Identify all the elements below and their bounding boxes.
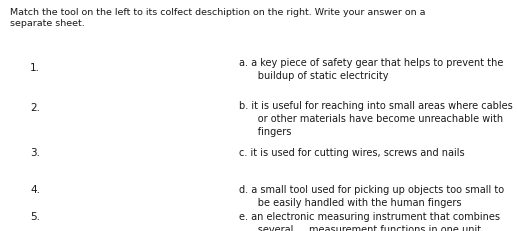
Text: 5.: 5.: [30, 212, 40, 222]
Text: 1.: 1.: [30, 63, 40, 73]
Text: 3.: 3.: [30, 148, 40, 158]
Text: c. it is used for cutting wires, screws and nails: c. it is used for cutting wires, screws …: [239, 148, 464, 158]
Text: separate sheet.: separate sheet.: [10, 19, 85, 28]
Text: 4.: 4.: [30, 185, 40, 195]
Text: 2.: 2.: [30, 103, 40, 113]
Text: Match the tool on the left to its colfect deschiption on the right. Write your a: Match the tool on the left to its colfec…: [10, 8, 426, 17]
Text: e. an electronic measuring instrument that combines
      several     measuremen: e. an electronic measuring instrument th…: [239, 212, 499, 231]
Text: a. a key piece of safety gear that helps to prevent the
      buildup of static : a. a key piece of safety gear that helps…: [239, 58, 503, 81]
Text: b. it is useful for reaching into small areas where cables
      or other materi: b. it is useful for reaching into small …: [239, 101, 512, 137]
Text: d. a small tool used for picking up objects too small to
      be easily handled: d. a small tool used for picking up obje…: [239, 185, 504, 208]
